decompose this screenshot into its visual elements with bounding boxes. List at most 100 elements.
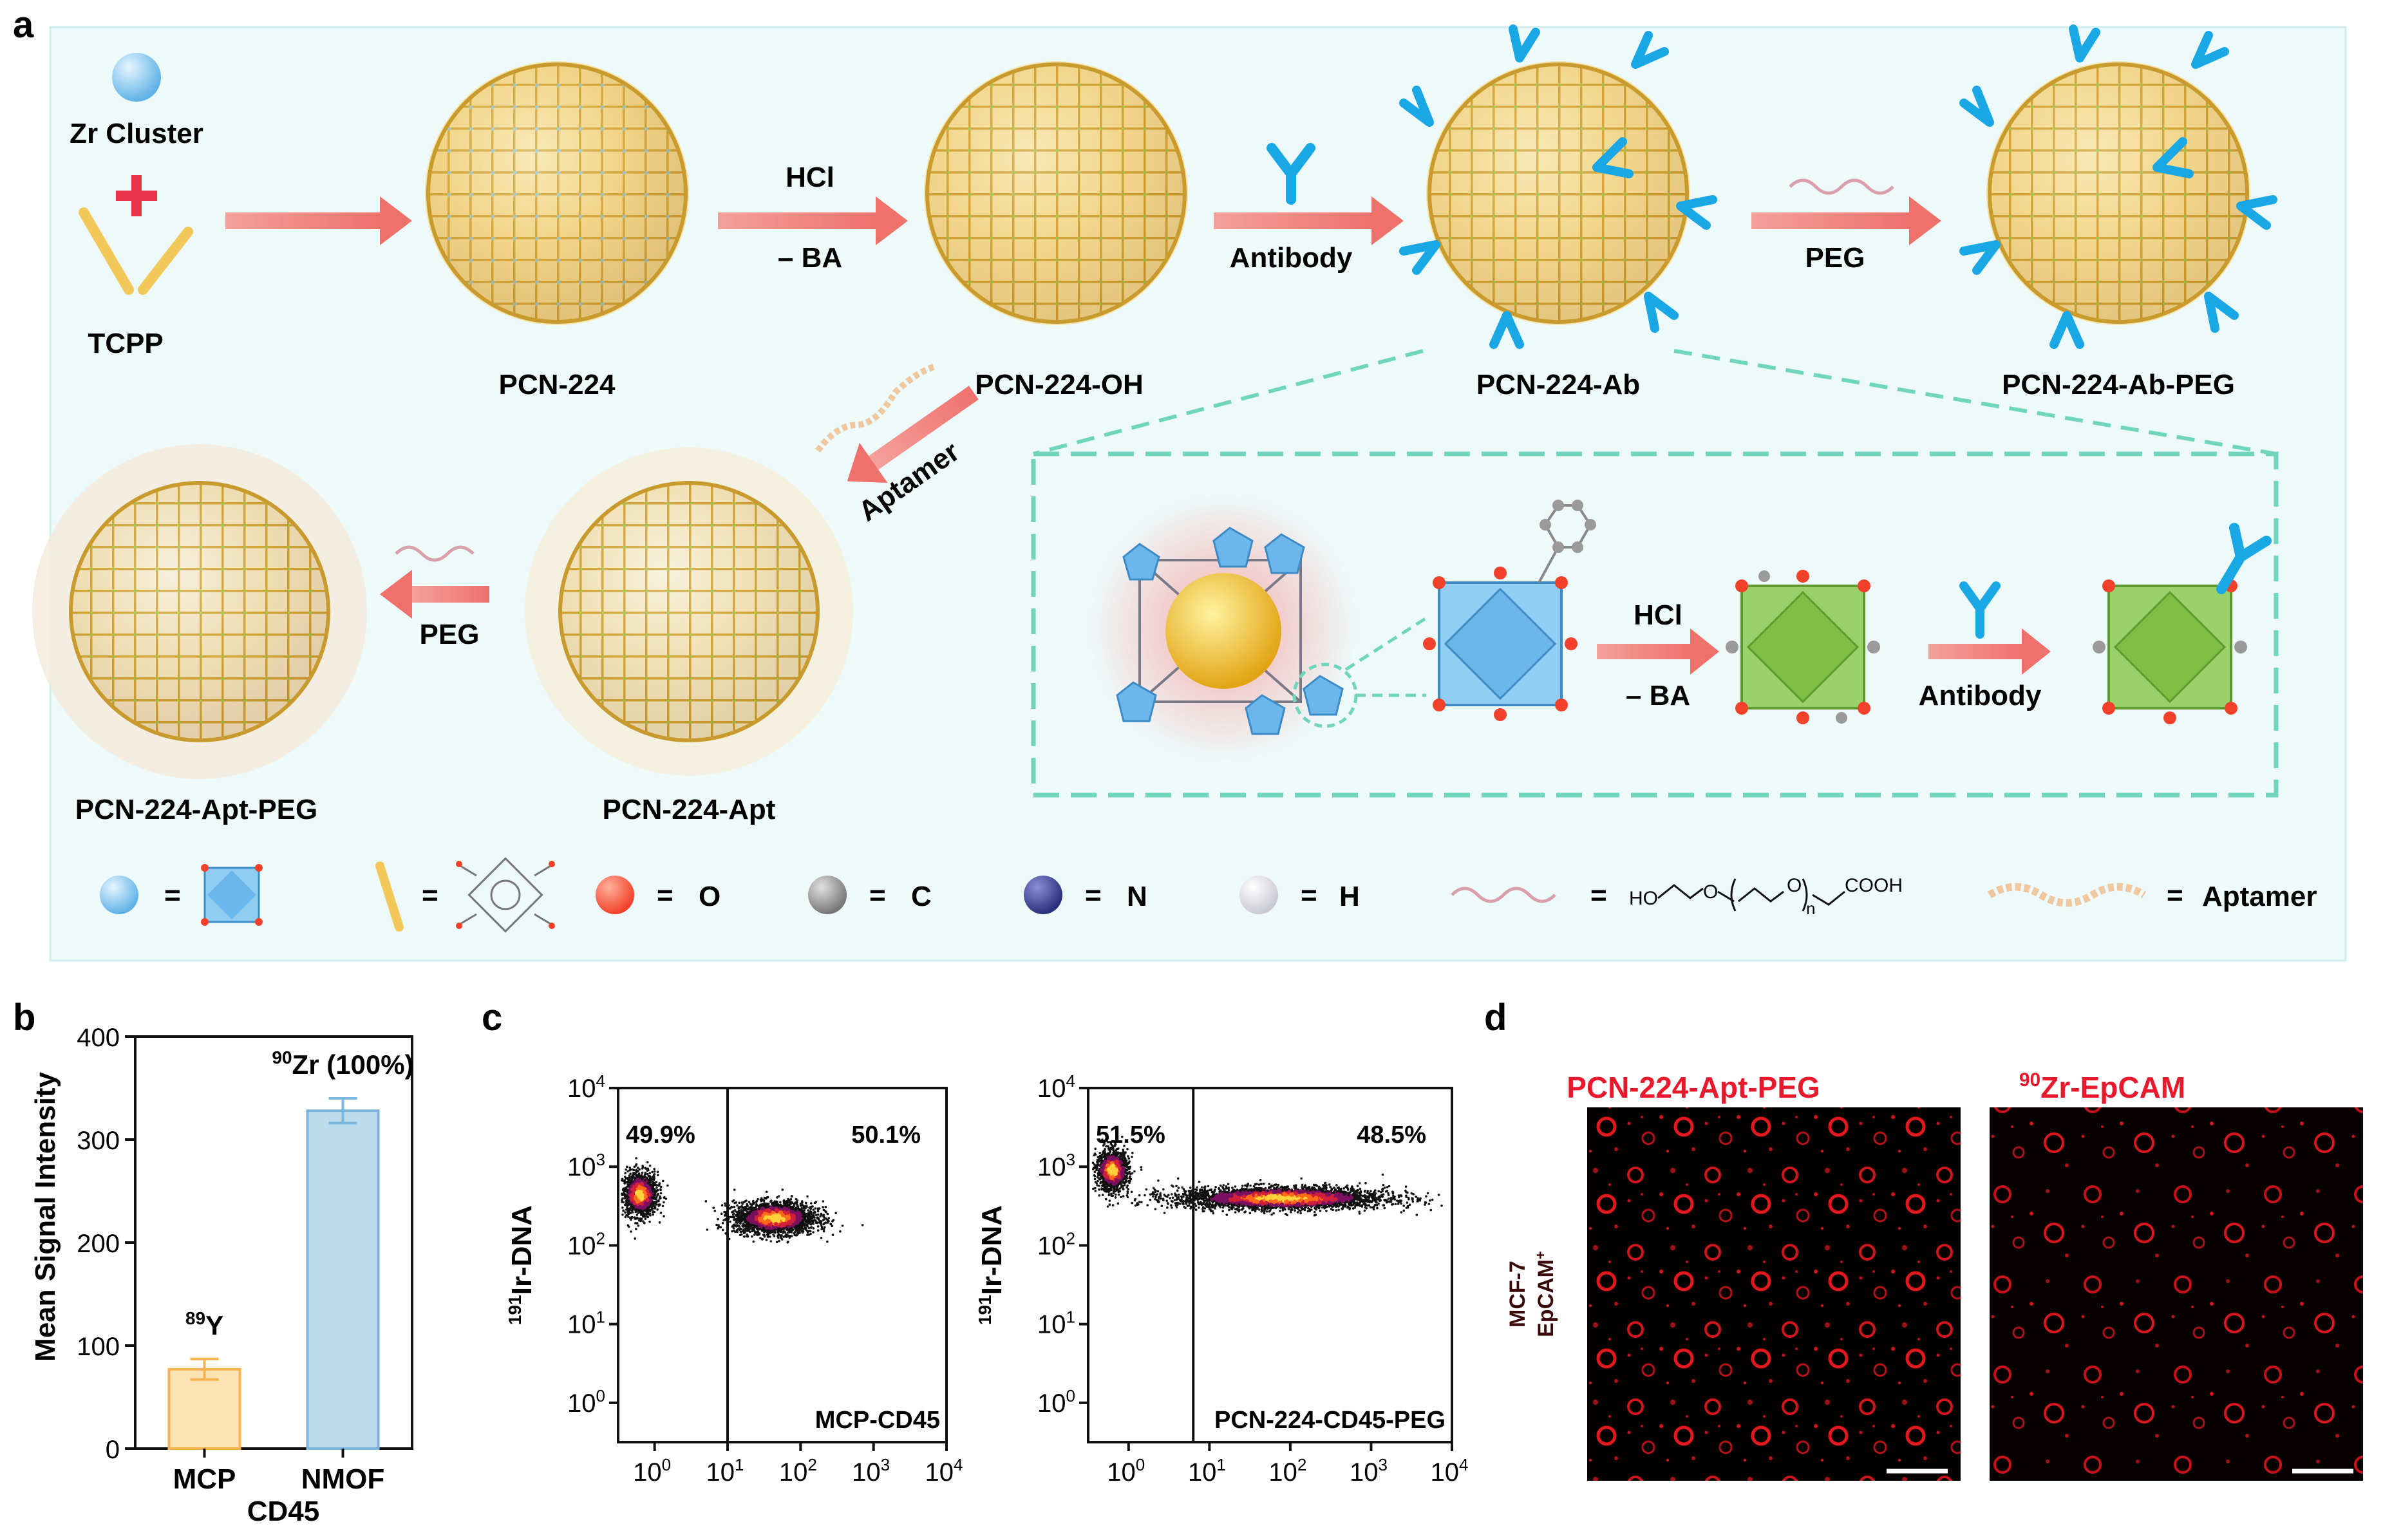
y-tick-label: 100 (567, 1386, 605, 1418)
flow-event-dot (652, 1178, 655, 1181)
flow-event-dot (1127, 1157, 1130, 1160)
flow-event-dot (632, 1169, 636, 1172)
flow-event-dot (724, 1218, 727, 1221)
tick-base: 10 (633, 1458, 662, 1487)
flow-event-dot (639, 1208, 642, 1212)
y-tick-label: 0 (106, 1436, 120, 1464)
flow-event-dot (760, 1238, 764, 1241)
flow-event-dot (741, 1210, 744, 1212)
bar-annotation: 89Y (185, 1308, 223, 1340)
flow-event-dot (806, 1216, 809, 1219)
bar-annotation-main: Zr (100%) (292, 1049, 414, 1080)
zr-cluster-blue-icon (1423, 500, 1596, 721)
legend-zr-cluster-icon (201, 864, 263, 926)
flow-event-dot (748, 1228, 750, 1230)
flow-event-dot (809, 1232, 812, 1235)
flow-event-dot (827, 1217, 830, 1219)
flow-event-dot (775, 1204, 777, 1207)
pcn224-apt-peg-particle (32, 444, 367, 779)
flow-event-dot (635, 1169, 638, 1171)
flow-event-dot (644, 1171, 647, 1174)
flow-event-dot (807, 1209, 809, 1212)
inset-antibody-label: Antibody (1919, 680, 2042, 711)
flow-event-dot (764, 1197, 766, 1200)
flow-event-dot (628, 1212, 630, 1215)
inset-antibody-icon (1959, 581, 2001, 639)
flow-event-dot (791, 1195, 793, 1197)
tick-base: 10 (567, 1153, 596, 1181)
flow-event-dot (812, 1227, 815, 1230)
flow-event-dot (648, 1177, 652, 1179)
flow-event-dot (841, 1225, 844, 1227)
flow-event-dot (650, 1196, 654, 1199)
flow-event-dot (743, 1235, 746, 1238)
flow-event-dot (815, 1214, 818, 1216)
flow-event-dot (793, 1203, 795, 1205)
flow-event-dot (746, 1213, 749, 1216)
flow-event-dot (742, 1232, 746, 1235)
flow-event-dot (820, 1212, 823, 1216)
flow-event-dot (1100, 1156, 1103, 1160)
flow-event-dot (822, 1206, 824, 1208)
y-tick-label: 200 (77, 1230, 120, 1258)
y-tick-label: 100 (77, 1333, 120, 1361)
tick-exp: 3 (596, 1150, 605, 1169)
flow-event-dot (797, 1215, 802, 1219)
flow-event-dot (823, 1222, 826, 1225)
flow-event-dot (729, 1207, 731, 1210)
flow-event-dot (746, 1223, 748, 1225)
flow-event-dot (806, 1234, 809, 1236)
flow-event-dot (627, 1225, 630, 1228)
y-tick-label: 103 (567, 1150, 605, 1181)
flow-event-dot (752, 1240, 755, 1243)
flow-event-dot (834, 1212, 837, 1214)
flow-event-dot (755, 1203, 758, 1206)
panel-label-c: c (482, 997, 502, 1038)
tick-exp: 1 (596, 1308, 605, 1327)
panel-b-bar-chart: Mean Signal Intensity CD45 0100200300400… (30, 1024, 414, 1527)
flow-event-dot (1126, 1177, 1129, 1179)
flow-event-dot (624, 1193, 627, 1196)
aptamer-strand-icon (815, 364, 935, 453)
flow-event-dot (634, 1222, 637, 1225)
panel-label-d: d (1484, 997, 1507, 1038)
flow-event-dot (764, 1225, 769, 1230)
flow-event-dot (646, 1177, 649, 1179)
flow-event-dot (721, 1222, 724, 1225)
flow-event-dot (659, 1188, 662, 1192)
pcn224-ab-peg-label: PCN-224-Ab-PEG (2002, 369, 2235, 400)
flow-event-dot (663, 1215, 665, 1217)
legend-aptamer-icon (1987, 883, 2147, 907)
flow-event-dot (800, 1226, 802, 1230)
flow-event-dot (737, 1228, 740, 1230)
flow-event-dot (1107, 1193, 1111, 1196)
y-tick-label: 300 (77, 1127, 120, 1155)
flow-event-dot (796, 1227, 799, 1230)
pcn224-ab-label: PCN-224-Ab (1476, 369, 1640, 400)
flow-event-dot (748, 1225, 750, 1228)
flow-event-dot (644, 1208, 647, 1212)
flow-event-dot (815, 1221, 818, 1224)
x-tick-label: 103 (852, 1455, 890, 1487)
flow-event-dot (724, 1202, 726, 1205)
flow-event-dot (803, 1211, 805, 1214)
peg-label-2: PEG (420, 619, 480, 650)
flow-event-dot (738, 1201, 740, 1205)
flow-event-dot (1098, 1152, 1102, 1154)
flow-event-dot (809, 1220, 811, 1223)
flow-event-dot (626, 1170, 629, 1173)
flow-event-dot (784, 1207, 789, 1212)
flow-event-dot (628, 1203, 631, 1206)
flow-event-dot (813, 1201, 816, 1205)
flow-event-dot (796, 1234, 798, 1237)
arrow-synthesis (225, 196, 412, 245)
flow-event-dot (624, 1172, 626, 1174)
flow-event-dot (650, 1208, 653, 1211)
flow-event-dot (757, 1198, 759, 1201)
tick-exp: 2 (596, 1228, 605, 1248)
flow-event-dot (629, 1168, 632, 1171)
flow-event-dot (646, 1172, 649, 1176)
flow-event-dot (778, 1228, 782, 1230)
flow-event-dot (646, 1169, 649, 1172)
flow-event-dot (822, 1230, 825, 1233)
